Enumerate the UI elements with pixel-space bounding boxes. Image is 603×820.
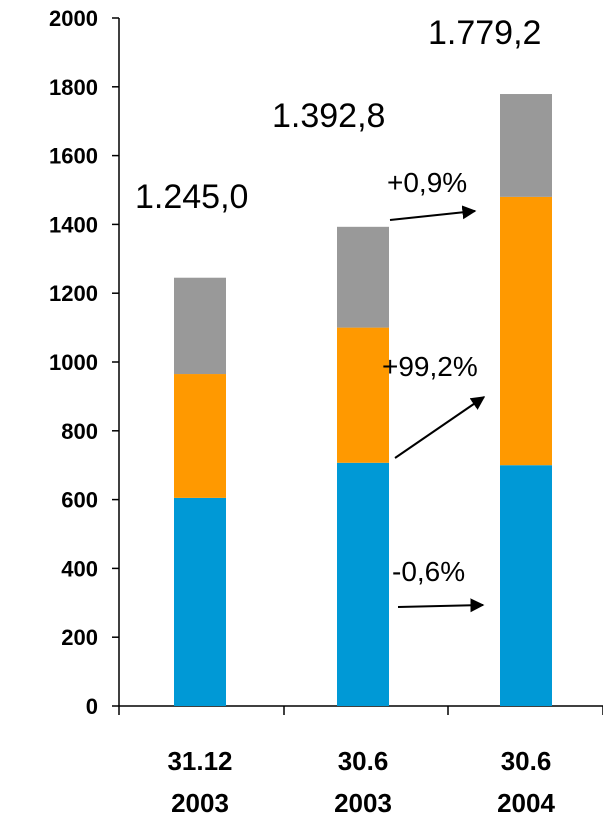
labels: 31.12 2003 30.6 2003 30.6 2004 bbox=[167, 746, 555, 818]
total-label-1: 1.245,0 bbox=[135, 178, 248, 216]
x-tick-label: 2004 bbox=[497, 788, 555, 818]
y-tick-label: 800 bbox=[61, 419, 98, 444]
annotation-arrow-gray bbox=[389, 205, 477, 221]
total-label-3: 1.779,2 bbox=[428, 14, 541, 52]
bar-segment bbox=[337, 327, 389, 463]
annotation-arrow-blue bbox=[397, 598, 485, 613]
bars bbox=[174, 94, 552, 706]
bar-segment bbox=[500, 196, 552, 466]
bar-segment bbox=[174, 374, 226, 498]
y-tick-label: 1600 bbox=[49, 144, 98, 169]
y-tick-label: 0 bbox=[86, 694, 98, 719]
y-tick-label: 1800 bbox=[49, 75, 98, 100]
y-tick-label: 200 bbox=[61, 625, 98, 650]
y-tick-label: 400 bbox=[61, 556, 98, 581]
bar-segment bbox=[337, 462, 389, 706]
annotation-gray-growth: +0,9% bbox=[387, 167, 467, 198]
y-tick-label: 600 bbox=[61, 488, 98, 513]
annotation-orange-growth: +99,2% bbox=[382, 351, 478, 382]
x-tick-label: 31.12 bbox=[167, 746, 232, 776]
y-tick-label: 1400 bbox=[49, 212, 98, 237]
total-label-2: 1.392,8 bbox=[272, 97, 385, 135]
annotation-blue-growth: -0,6% bbox=[392, 556, 465, 587]
bar-segment bbox=[174, 497, 226, 706]
x-tick-label: 2003 bbox=[171, 788, 229, 818]
annotation-arrow-orange bbox=[394, 396, 486, 459]
bar-segment bbox=[500, 465, 552, 706]
x-tick-label: 2003 bbox=[334, 788, 392, 818]
x-tick-label: 30.6 bbox=[501, 746, 552, 776]
bar-segment bbox=[174, 277, 226, 375]
bar-segment bbox=[337, 226, 389, 328]
y-tick-label: 1000 bbox=[49, 350, 98, 375]
x-tick-label: 30.6 bbox=[338, 746, 389, 776]
axes: 0 200 400 600 800 1000 1200 1400 1600 1800 2000 bbox=[49, 6, 603, 719]
bar-segment bbox=[500, 94, 552, 197]
y-tick-label: 2000 bbox=[49, 6, 98, 31]
y-tick-label: 1200 bbox=[49, 281, 98, 306]
